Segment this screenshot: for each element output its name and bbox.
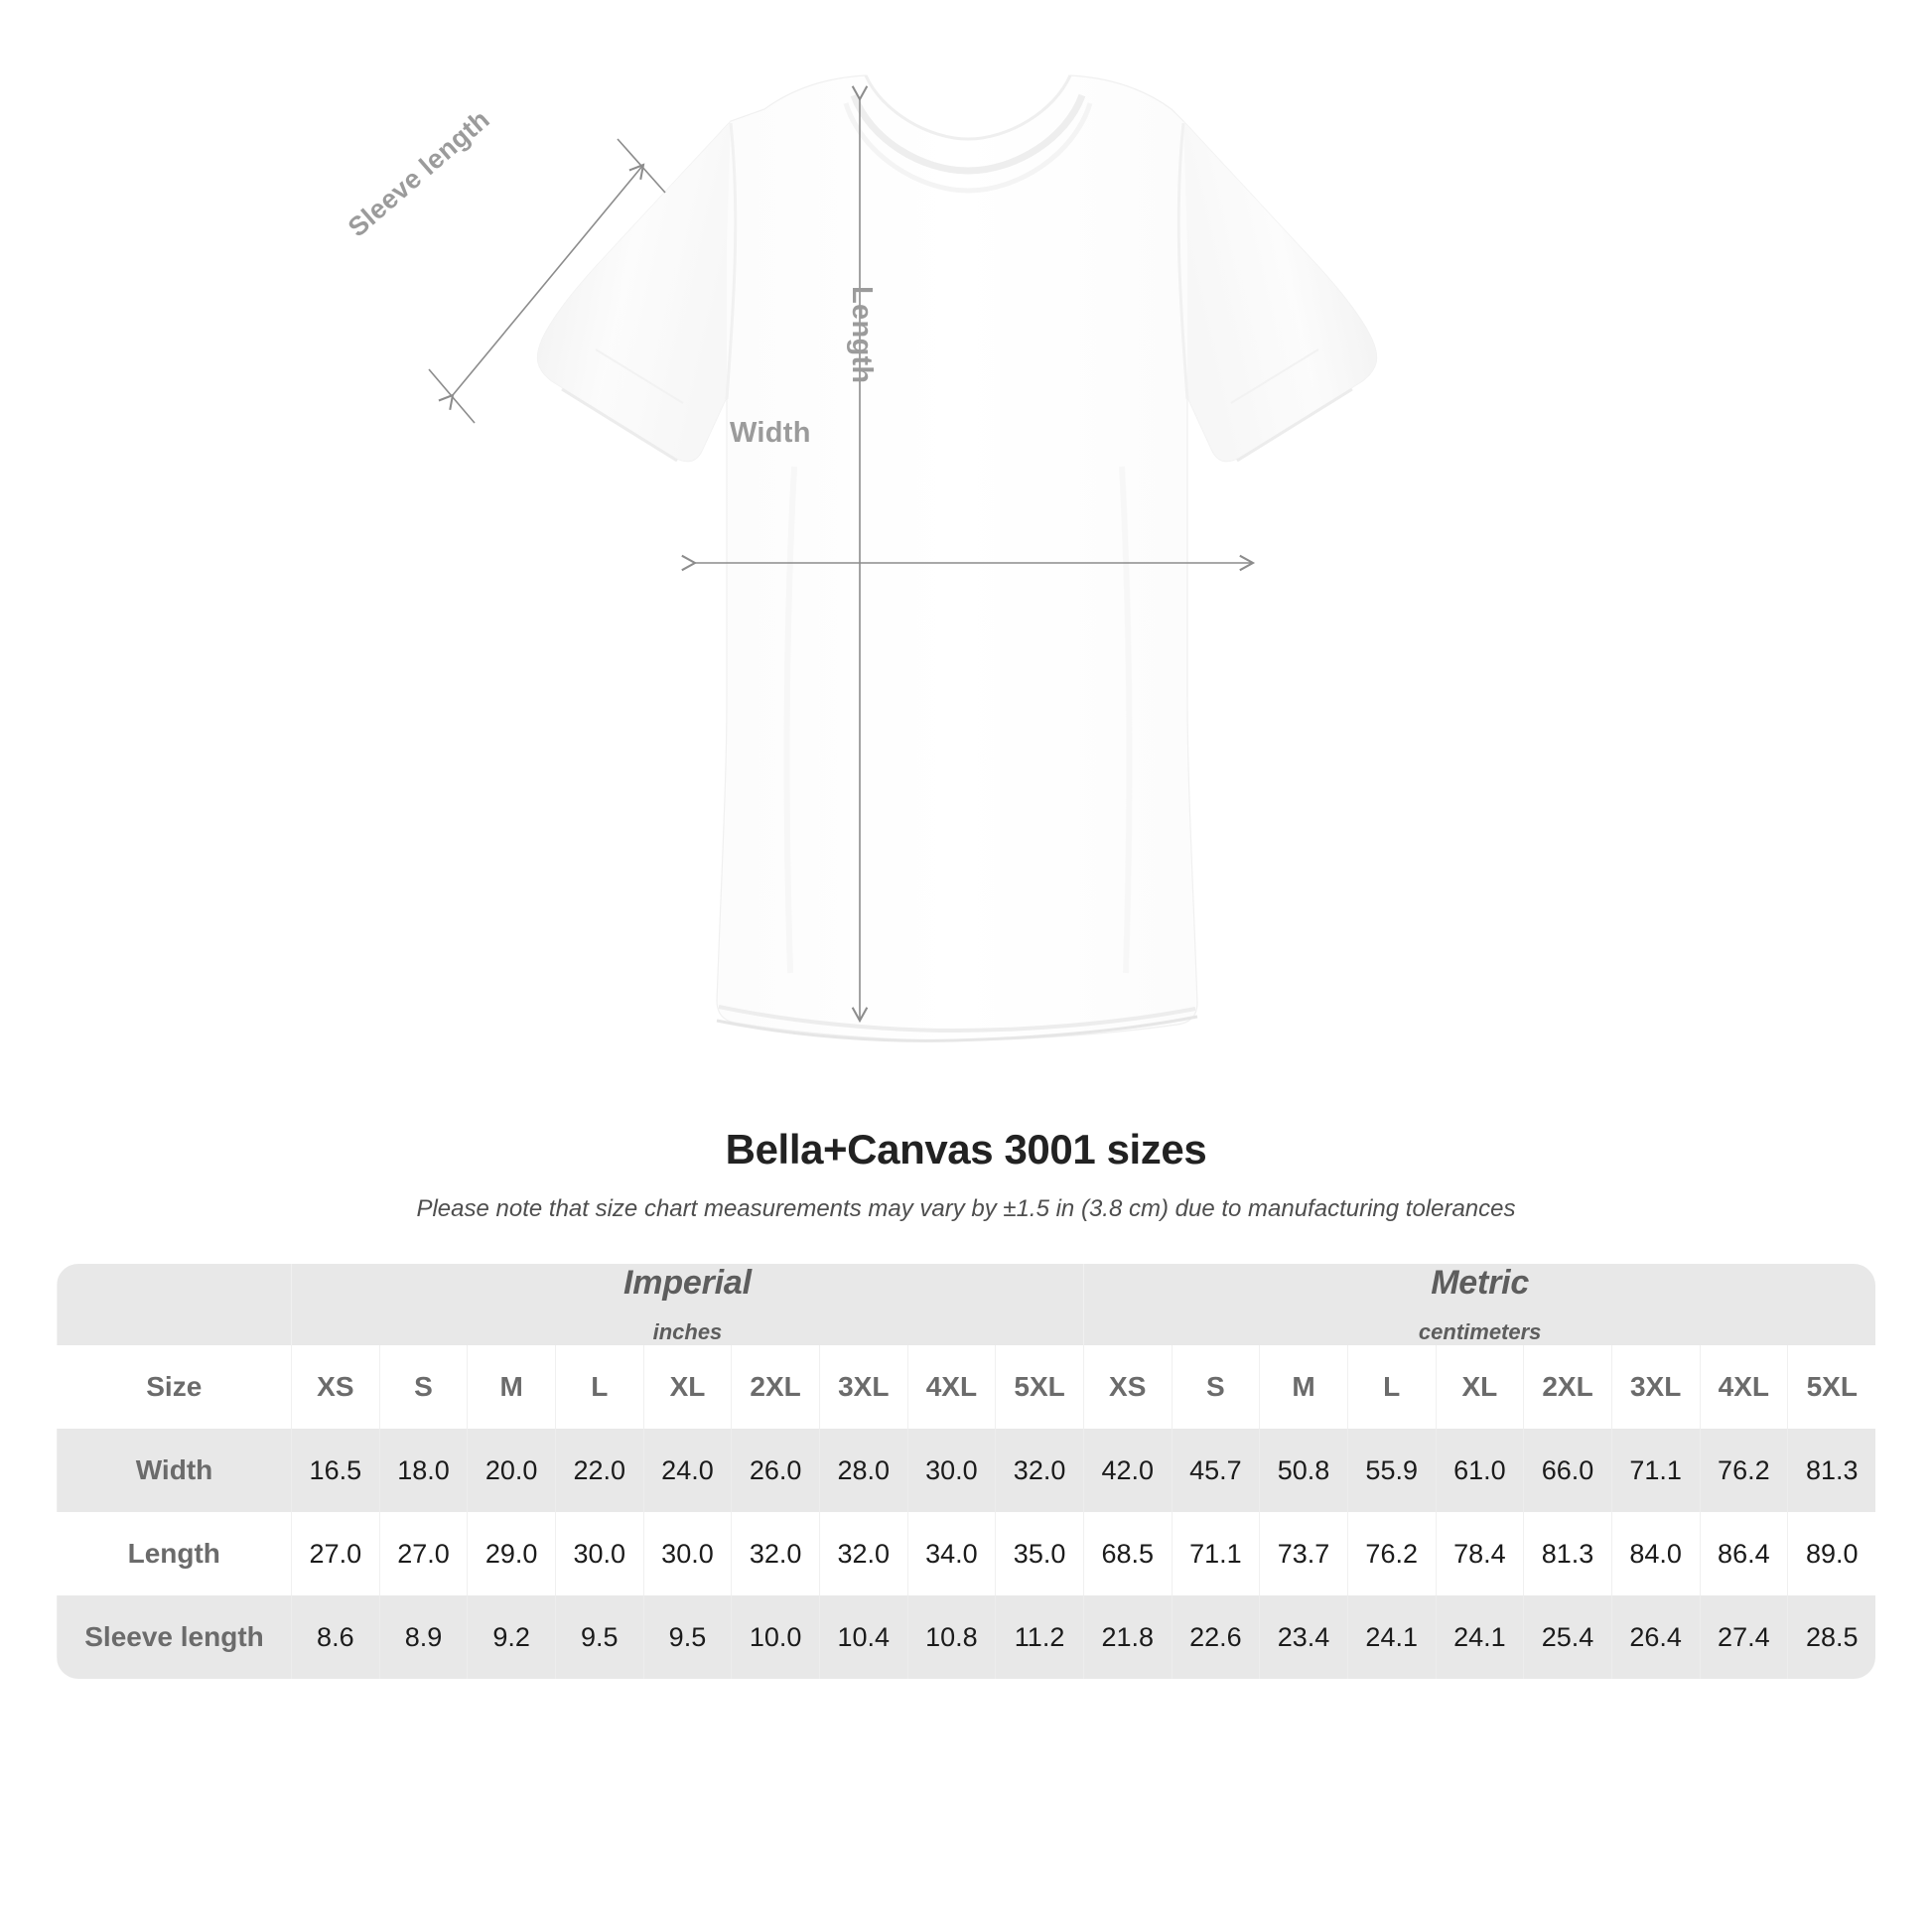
column-header-metric-3xl: 3XL xyxy=(1610,1345,1701,1429)
cell-sleeve-length-imperial-3xl: 10.4 xyxy=(818,1595,908,1679)
unit-header-row: Imperial inches Metric centimeters xyxy=(57,1264,1875,1345)
unit-sub-imperial: inches xyxy=(652,1319,723,1344)
cell-sleeve-length-metric-s: 22.6 xyxy=(1171,1595,1261,1679)
cell-length-metric-2xl: 81.3 xyxy=(1523,1512,1612,1595)
cell-width-imperial-s: 18.0 xyxy=(378,1429,469,1512)
size-row-header: Size xyxy=(57,1345,292,1429)
column-header-imperial-s: S xyxy=(378,1345,469,1429)
cell-width-metric-5xl: 81.3 xyxy=(1787,1429,1875,1512)
cell-sleeve-length-metric-2xl: 25.4 xyxy=(1523,1595,1612,1679)
cell-sleeve-length-imperial-l: 9.5 xyxy=(554,1595,644,1679)
unit-group-imperial: Imperial inches xyxy=(291,1264,1084,1345)
cell-width-imperial-xl: 24.0 xyxy=(642,1429,733,1512)
column-header-imperial-m: M xyxy=(467,1345,556,1429)
cell-length-imperial-l: 30.0 xyxy=(554,1512,644,1595)
unit-name-imperial: Imperial xyxy=(623,1264,752,1302)
cell-length-metric-3xl: 84.0 xyxy=(1610,1512,1701,1595)
tshirt-drawing xyxy=(428,74,1378,1042)
cell-length-imperial-xs: 27.0 xyxy=(291,1512,380,1595)
size-header-row: Size XS S M L XL 2XL 3XL 4XL 5XL XS S M L XL 2XL 3XL 4XL 5… xyxy=(57,1345,1875,1429)
row-label-width: Width xyxy=(57,1429,292,1512)
column-header-metric-m: M xyxy=(1259,1345,1348,1429)
cell-width-metric-m: 50.8 xyxy=(1259,1429,1348,1512)
column-header-metric-xs: XS xyxy=(1082,1345,1173,1429)
table-row: Length 27.0 27.0 29.0 30.0 30.0 32.0 32.0 34.0 35… xyxy=(57,1512,1875,1595)
cell-length-imperial-xl: 30.0 xyxy=(642,1512,733,1595)
cell-sleeve-length-metric-xl: 24.1 xyxy=(1435,1595,1525,1679)
cell-sleeve-length-metric-l: 24.1 xyxy=(1346,1595,1437,1679)
cell-sleeve-length-metric-xs: 21.8 xyxy=(1082,1595,1173,1679)
cell-sleeve-length-imperial-s: 8.9 xyxy=(378,1595,469,1679)
cell-sleeve-length-metric-5xl: 28.5 xyxy=(1787,1595,1875,1679)
column-header-metric-2xl: 2XL xyxy=(1523,1345,1612,1429)
unit-name-metric: Metric xyxy=(1431,1264,1530,1302)
unit-group-metric: Metric centimeters xyxy=(1082,1264,1875,1345)
cell-length-metric-4xl: 86.4 xyxy=(1699,1512,1789,1595)
cell-width-imperial-l: 22.0 xyxy=(554,1429,644,1512)
cell-length-imperial-s: 27.0 xyxy=(378,1512,469,1595)
cell-length-imperial-4xl: 34.0 xyxy=(906,1512,997,1595)
column-header-imperial-5xl: 5XL xyxy=(995,1345,1084,1429)
cell-sleeve-length-imperial-m: 9.2 xyxy=(467,1595,556,1679)
row-label-sleeve-length: Sleeve length xyxy=(57,1595,292,1679)
cell-sleeve-length-imperial-xl: 9.5 xyxy=(642,1595,733,1679)
column-header-imperial-xl: XL xyxy=(642,1345,733,1429)
cell-length-metric-xs: 68.5 xyxy=(1082,1512,1173,1595)
cell-width-imperial-m: 20.0 xyxy=(467,1429,556,1512)
cell-width-metric-2xl: 66.0 xyxy=(1523,1429,1612,1512)
cell-length-metric-5xl: 89.0 xyxy=(1787,1512,1875,1595)
cell-width-imperial-4xl: 30.0 xyxy=(906,1429,997,1512)
size-chart-table: Imperial inches Metric centimeters Size X… xyxy=(57,1264,1875,1679)
column-header-imperial-xs: XS xyxy=(291,1345,380,1429)
column-header-metric-l: L xyxy=(1346,1345,1437,1429)
cell-width-imperial-5xl: 32.0 xyxy=(995,1429,1084,1512)
cell-length-imperial-3xl: 32.0 xyxy=(818,1512,908,1595)
column-header-imperial-2xl: 2XL xyxy=(731,1345,820,1429)
cell-sleeve-length-metric-m: 23.4 xyxy=(1259,1595,1348,1679)
cell-width-metric-3xl: 71.1 xyxy=(1610,1429,1701,1512)
column-header-metric-5xl: 5XL xyxy=(1787,1345,1875,1429)
tshirt-illustration: Sleeve length Length Width xyxy=(342,74,1378,1042)
width-label: Width xyxy=(730,417,811,449)
tshirt-shape xyxy=(536,74,1378,1042)
cell-sleeve-length-metric-3xl: 26.4 xyxy=(1610,1595,1701,1679)
cell-length-imperial-5xl: 35.0 xyxy=(995,1512,1084,1595)
cell-sleeve-length-metric-4xl: 27.4 xyxy=(1699,1595,1789,1679)
cell-sleeve-length-imperial-xs: 8.6 xyxy=(291,1595,380,1679)
cell-width-imperial-xs: 16.5 xyxy=(291,1429,380,1512)
title-block: Bella+Canvas 3001 sizes Please note that… xyxy=(0,1126,1932,1223)
sleeve-length-dimension-arrow xyxy=(428,138,666,424)
length-label: Length xyxy=(846,286,878,384)
cell-sleeve-length-imperial-2xl: 10.0 xyxy=(731,1595,820,1679)
column-header-metric-4xl: 4XL xyxy=(1699,1345,1789,1429)
table-row: Sleeve length 8.6 8.9 9.2 9.5 9.5 10.0 10.4 10.8… xyxy=(57,1595,1875,1679)
cell-width-metric-s: 45.7 xyxy=(1171,1429,1261,1512)
cell-width-imperial-2xl: 26.0 xyxy=(731,1429,820,1512)
column-header-metric-xl: XL xyxy=(1435,1345,1525,1429)
column-header-imperial-3xl: 3XL xyxy=(818,1345,908,1429)
unit-header-spacer xyxy=(57,1264,292,1345)
column-header-metric-s: S xyxy=(1171,1345,1261,1429)
unit-sub-metric: centimeters xyxy=(1418,1319,1542,1344)
cell-length-metric-l: 76.2 xyxy=(1346,1512,1437,1595)
cell-length-metric-xl: 78.4 xyxy=(1435,1512,1525,1595)
cell-length-imperial-m: 29.0 xyxy=(467,1512,556,1595)
column-header-imperial-4xl: 4XL xyxy=(906,1345,997,1429)
page-title: Bella+Canvas 3001 sizes xyxy=(725,1126,1207,1173)
cell-sleeve-length-imperial-4xl: 10.8 xyxy=(906,1595,997,1679)
cell-length-metric-m: 73.7 xyxy=(1259,1512,1348,1595)
column-header-imperial-l: L xyxy=(554,1345,644,1429)
cell-length-imperial-2xl: 32.0 xyxy=(731,1512,820,1595)
cell-width-metric-4xl: 76.2 xyxy=(1699,1429,1789,1512)
table-row: Width 16.5 18.0 20.0 22.0 24.0 26.0 28.0 30.0 32.… xyxy=(57,1429,1875,1512)
cell-width-metric-xl: 61.0 xyxy=(1435,1429,1525,1512)
cell-width-metric-l: 55.9 xyxy=(1346,1429,1437,1512)
cell-sleeve-length-imperial-5xl: 11.2 xyxy=(995,1595,1084,1679)
tolerance-note: Please note that size chart measurements… xyxy=(416,1195,1516,1222)
row-label-length: Length xyxy=(57,1512,292,1595)
cell-width-imperial-3xl: 28.0 xyxy=(818,1429,908,1512)
cell-length-metric-s: 71.1 xyxy=(1171,1512,1261,1595)
size-chart-table-wrapper: Imperial inches Metric centimeters Size X… xyxy=(57,1264,1875,1679)
cell-width-metric-xs: 42.0 xyxy=(1082,1429,1173,1512)
